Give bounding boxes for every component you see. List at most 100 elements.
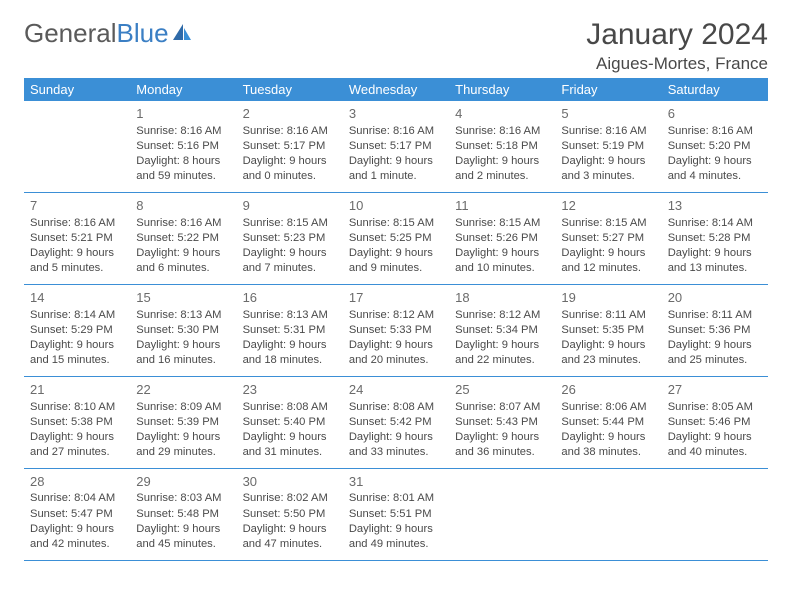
calendar-cell: 29Sunrise: 8:03 AMSunset: 5:48 PMDayligh… [130, 468, 236, 560]
page-title: January 2024 [586, 18, 768, 52]
calendar-cell: 13Sunrise: 8:14 AMSunset: 5:28 PMDayligh… [662, 192, 768, 284]
calendar-cell [24, 101, 130, 192]
day-number: 11 [455, 197, 549, 215]
sunset-text: Sunset: 5:17 PM [349, 139, 443, 154]
sunrise-text: Sunrise: 8:16 AM [136, 124, 230, 139]
weekday-header: Saturday [662, 78, 768, 101]
sunrise-text: Sunrise: 8:14 AM [668, 216, 762, 231]
sunset-text: Sunset: 5:35 PM [561, 323, 655, 338]
daylight-text: Daylight: 9 hours and 23 minutes. [561, 338, 655, 368]
sunrise-text: Sunrise: 8:05 AM [668, 400, 762, 415]
day-number: 20 [668, 289, 762, 307]
sunrise-text: Sunrise: 8:01 AM [349, 491, 443, 506]
logo-text-2: Blue [117, 18, 169, 49]
daylight-text: Daylight: 9 hours and 38 minutes. [561, 430, 655, 460]
sunset-text: Sunset: 5:16 PM [136, 139, 230, 154]
sunrise-text: Sunrise: 8:04 AM [30, 491, 124, 506]
calendar-cell: 20Sunrise: 8:11 AMSunset: 5:36 PMDayligh… [662, 284, 768, 376]
daylight-text: Daylight: 9 hours and 27 minutes. [30, 430, 124, 460]
daylight-text: Daylight: 9 hours and 16 minutes. [136, 338, 230, 368]
daylight-text: Daylight: 9 hours and 3 minutes. [561, 154, 655, 184]
day-number: 10 [349, 197, 443, 215]
calendar-cell: 16Sunrise: 8:13 AMSunset: 5:31 PMDayligh… [237, 284, 343, 376]
calendar-row: 7Sunrise: 8:16 AMSunset: 5:21 PMDaylight… [24, 192, 768, 284]
sunrise-text: Sunrise: 8:16 AM [455, 124, 549, 139]
daylight-text: Daylight: 9 hours and 12 minutes. [561, 246, 655, 276]
calendar-cell: 26Sunrise: 8:06 AMSunset: 5:44 PMDayligh… [555, 376, 661, 468]
daylight-text: Daylight: 9 hours and 33 minutes. [349, 430, 443, 460]
sunset-text: Sunset: 5:17 PM [243, 139, 337, 154]
calendar-cell: 9Sunrise: 8:15 AMSunset: 5:23 PMDaylight… [237, 192, 343, 284]
day-number: 25 [455, 381, 549, 399]
sunrise-text: Sunrise: 8:16 AM [349, 124, 443, 139]
daylight-text: Daylight: 9 hours and 36 minutes. [455, 430, 549, 460]
daylight-text: Daylight: 9 hours and 7 minutes. [243, 246, 337, 276]
day-number: 26 [561, 381, 655, 399]
sunset-text: Sunset: 5:40 PM [243, 415, 337, 430]
sunrise-text: Sunrise: 8:11 AM [668, 308, 762, 323]
calendar-cell: 28Sunrise: 8:04 AMSunset: 5:47 PMDayligh… [24, 468, 130, 560]
sunset-text: Sunset: 5:25 PM [349, 231, 443, 246]
day-number: 15 [136, 289, 230, 307]
calendar-cell [449, 468, 555, 560]
sunrise-text: Sunrise: 8:13 AM [243, 308, 337, 323]
header: GeneralBlue January 2024 Aigues-Mortes, … [24, 18, 768, 74]
daylight-text: Daylight: 9 hours and 42 minutes. [30, 522, 124, 552]
daylight-text: Daylight: 9 hours and 20 minutes. [349, 338, 443, 368]
sunrise-text: Sunrise: 8:16 AM [136, 216, 230, 231]
day-number: 14 [30, 289, 124, 307]
sunset-text: Sunset: 5:46 PM [668, 415, 762, 430]
daylight-text: Daylight: 9 hours and 1 minute. [349, 154, 443, 184]
weekday-header: Sunday [24, 78, 130, 101]
calendar-cell: 14Sunrise: 8:14 AMSunset: 5:29 PMDayligh… [24, 284, 130, 376]
sunset-text: Sunset: 5:36 PM [668, 323, 762, 338]
daylight-text: Daylight: 9 hours and 18 minutes. [243, 338, 337, 368]
calendar-cell [555, 468, 661, 560]
daylight-text: Daylight: 9 hours and 10 minutes. [455, 246, 549, 276]
calendar-cell: 5Sunrise: 8:16 AMSunset: 5:19 PMDaylight… [555, 101, 661, 192]
daylight-text: Daylight: 9 hours and 29 minutes. [136, 430, 230, 460]
logo-text-1: General [24, 18, 117, 49]
sunset-text: Sunset: 5:50 PM [243, 507, 337, 522]
title-block: January 2024 Aigues-Mortes, France [586, 18, 768, 74]
day-number: 2 [243, 105, 337, 123]
sunrise-text: Sunrise: 8:15 AM [455, 216, 549, 231]
sunrise-text: Sunrise: 8:06 AM [561, 400, 655, 415]
daylight-text: Daylight: 9 hours and 15 minutes. [30, 338, 124, 368]
logo: GeneralBlue [24, 18, 193, 49]
calendar-row: 28Sunrise: 8:04 AMSunset: 5:47 PMDayligh… [24, 468, 768, 560]
calendar-row: 14Sunrise: 8:14 AMSunset: 5:29 PMDayligh… [24, 284, 768, 376]
calendar-cell: 27Sunrise: 8:05 AMSunset: 5:46 PMDayligh… [662, 376, 768, 468]
day-number: 4 [455, 105, 549, 123]
day-number: 19 [561, 289, 655, 307]
daylight-text: Daylight: 9 hours and 45 minutes. [136, 522, 230, 552]
sunset-text: Sunset: 5:28 PM [668, 231, 762, 246]
calendar-head: SundayMondayTuesdayWednesdayThursdayFrid… [24, 78, 768, 101]
day-number: 7 [30, 197, 124, 215]
day-number: 28 [30, 473, 124, 491]
daylight-text: Daylight: 9 hours and 49 minutes. [349, 522, 443, 552]
calendar-cell: 30Sunrise: 8:02 AMSunset: 5:50 PMDayligh… [237, 468, 343, 560]
sunset-text: Sunset: 5:30 PM [136, 323, 230, 338]
weekday-header: Tuesday [237, 78, 343, 101]
sunrise-text: Sunrise: 8:03 AM [136, 491, 230, 506]
day-number: 13 [668, 197, 762, 215]
sunrise-text: Sunrise: 8:15 AM [243, 216, 337, 231]
sunrise-text: Sunrise: 8:10 AM [30, 400, 124, 415]
day-number: 17 [349, 289, 443, 307]
daylight-text: Daylight: 9 hours and 2 minutes. [455, 154, 549, 184]
calendar-cell: 3Sunrise: 8:16 AMSunset: 5:17 PMDaylight… [343, 101, 449, 192]
calendar-cell: 7Sunrise: 8:16 AMSunset: 5:21 PMDaylight… [24, 192, 130, 284]
sunrise-text: Sunrise: 8:16 AM [561, 124, 655, 139]
sunset-text: Sunset: 5:38 PM [30, 415, 124, 430]
calendar-cell: 11Sunrise: 8:15 AMSunset: 5:26 PMDayligh… [449, 192, 555, 284]
calendar-cell: 24Sunrise: 8:08 AMSunset: 5:42 PMDayligh… [343, 376, 449, 468]
sunset-text: Sunset: 5:39 PM [136, 415, 230, 430]
sunrise-text: Sunrise: 8:12 AM [349, 308, 443, 323]
sunset-text: Sunset: 5:20 PM [668, 139, 762, 154]
sunset-text: Sunset: 5:27 PM [561, 231, 655, 246]
day-number: 9 [243, 197, 337, 215]
day-number: 27 [668, 381, 762, 399]
day-number: 6 [668, 105, 762, 123]
sunset-text: Sunset: 5:18 PM [455, 139, 549, 154]
